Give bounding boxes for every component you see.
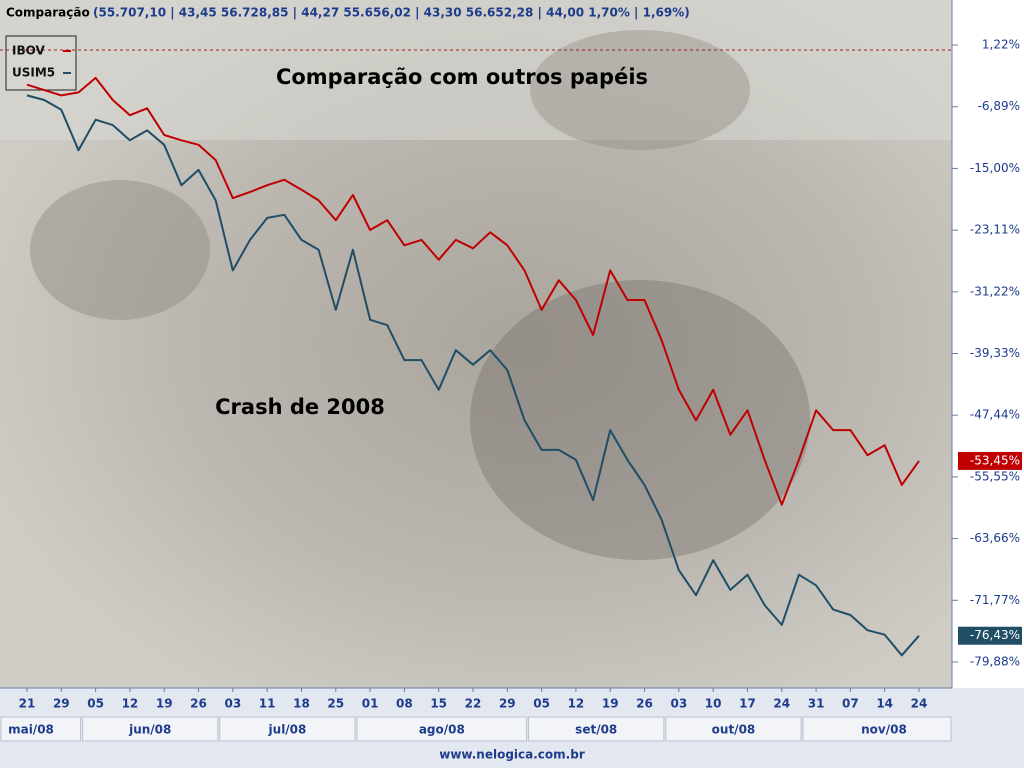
y-tick-label: -15,00% — [970, 161, 1020, 175]
x-tick-label: 10 — [705, 697, 722, 711]
month-label: jun/08 — [128, 723, 171, 737]
x-tick-label: 12 — [122, 697, 139, 711]
x-tick-label: 26 — [636, 697, 653, 711]
sky — [0, 0, 952, 140]
x-tick-label: 14 — [876, 697, 893, 711]
x-tick-label: 19 — [156, 697, 173, 711]
month-box — [0, 716, 82, 742]
y-tick-label: -63,66% — [970, 531, 1020, 545]
last-value-label: -76,43% — [970, 628, 1020, 642]
x-tick-label: 07 — [842, 697, 859, 711]
bear-ear — [30, 180, 210, 320]
x-tick-label: 24 — [911, 697, 928, 711]
x-tick-label: 21 — [19, 697, 36, 711]
last-value-box — [958, 626, 1022, 645]
y-tick-label: -47,44% — [970, 408, 1020, 422]
x-tick-label: 26 — [190, 697, 207, 711]
y-tick-label: -39,33% — [970, 346, 1020, 360]
x-tick-label: 29 — [499, 697, 516, 711]
annotation: Comparação com outros papéis — [276, 65, 648, 89]
month-box — [528, 716, 665, 742]
y-tick-label: -55,55% — [970, 469, 1020, 483]
last-value-label: -53,45% — [970, 453, 1020, 467]
series-line — [26, 76, 920, 506]
x-tick-label: 15 — [430, 697, 447, 711]
y-tick-label: -6,89% — [978, 99, 1020, 113]
x-tick-label: 25 — [327, 697, 344, 711]
month-label: nov/08 — [861, 723, 907, 737]
bear-ear — [530, 30, 750, 150]
legend-label: IBOV — [12, 44, 45, 58]
x-tick-label: 03 — [670, 697, 687, 711]
legend-label: USIM5 — [12, 66, 55, 80]
month-label: set/08 — [575, 723, 617, 737]
x-tick-label: 19 — [602, 697, 619, 711]
month-box — [82, 716, 219, 742]
month-box — [219, 716, 356, 742]
chart-subtitle: (55.707,10 | 43,45 56.728,85 | 44,27 55.… — [93, 6, 690, 20]
month-label: out/08 — [712, 723, 756, 737]
x-tick-label: 11 — [259, 697, 276, 711]
x-tick-label: 29 — [53, 697, 70, 711]
y-tick-label: -71,77% — [970, 593, 1020, 607]
x-tick-label: 05 — [87, 697, 104, 711]
x-tick-label: 08 — [396, 697, 413, 711]
bear-mouth — [470, 280, 810, 560]
last-value-box — [958, 451, 1022, 470]
month-box — [802, 716, 952, 742]
month-box — [356, 716, 528, 742]
x-tick-label: 05 — [533, 697, 550, 711]
month-label: jul/08 — [268, 723, 307, 737]
month-label: mai/08 — [8, 723, 54, 737]
annotation: Crash de 2008 — [215, 395, 385, 419]
chart-title: Comparação — [6, 6, 90, 20]
y-tick-label: -79,88% — [970, 654, 1020, 668]
x-tick-label: 31 — [808, 697, 825, 711]
y-tick-label: 1,22% — [982, 38, 1020, 52]
legend-box — [5, 35, 77, 91]
x-tick-label: 03 — [224, 697, 241, 711]
y-tick-label: -23,11% — [970, 223, 1020, 237]
x-tick-label: 12 — [568, 697, 585, 711]
x-tick-label: 22 — [465, 697, 482, 711]
x-tick-label: 24 — [773, 697, 790, 711]
x-tick-label: 18 — [293, 697, 310, 711]
y-axis-panel — [952, 0, 1024, 688]
y-tick-label: -31,22% — [970, 284, 1020, 298]
month-box — [665, 716, 802, 742]
footer: www.nelogica.com.br — [439, 748, 585, 762]
x-tick-label: 01 — [362, 697, 379, 711]
month-label: ago/08 — [419, 723, 465, 737]
x-tick-label: 17 — [739, 697, 756, 711]
series-line — [26, 94, 920, 657]
